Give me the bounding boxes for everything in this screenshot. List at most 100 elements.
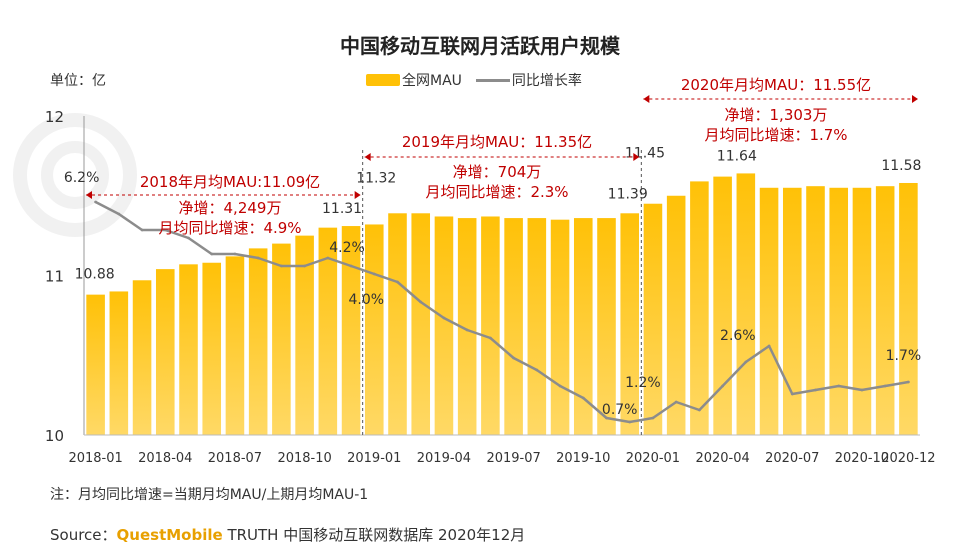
mau-bar [179, 264, 198, 435]
growth-data-label: 1.7% [886, 348, 922, 364]
growth-point [117, 212, 121, 216]
annotation-year-mau: 2018年月均MAU:11.09亿 [140, 173, 320, 191]
growth-point [558, 384, 562, 388]
growth-line [95, 200, 909, 424]
mau-bar [620, 213, 640, 435]
growth-data-label: 6.2% [64, 170, 100, 186]
mau-bar [295, 235, 314, 435]
x-tick-label: 2020-10 [835, 451, 889, 466]
growth-point [837, 384, 841, 388]
x-tick-label: 2018-04 [138, 451, 192, 466]
mau-bar [457, 218, 477, 435]
mau-bar [852, 187, 872, 435]
annotation-arrow-right [354, 191, 361, 199]
growth-point [535, 368, 539, 372]
unit-label: 单位：亿 [50, 73, 106, 89]
annotation-arrow-right [912, 95, 918, 103]
watermark-logo [13, 113, 137, 237]
growth-point [605, 416, 608, 420]
x-tick-label: 2020-12 [881, 451, 935, 466]
chart-title: 中国移动互联网月活跃用户规模 [340, 34, 620, 58]
mau-bar [736, 173, 756, 436]
growth-point [860, 388, 864, 392]
mau-data-label: 11.32 [356, 170, 396, 186]
mau-bar [782, 187, 802, 435]
growth-point [512, 356, 516, 360]
legend-label-growth: 同比增长率 [511, 73, 582, 89]
source-brand: QuestMobile [116, 526, 223, 544]
annotation-growth-rate: 月均同比增速：4.9% [158, 219, 301, 237]
y-tick-label: 12 [45, 108, 64, 126]
mau-bar [86, 294, 105, 435]
mau-bar [411, 213, 431, 435]
mau-bar [132, 280, 152, 435]
x-tick-label: 2018-10 [277, 451, 331, 466]
x-tick-label: 2018-07 [208, 451, 262, 466]
mau-bar [272, 243, 291, 435]
growth-data-label: 4.0% [348, 292, 384, 308]
growth-point [140, 228, 144, 232]
x-tick-label: 2020-01 [626, 451, 680, 466]
mau-bar [434, 216, 454, 435]
mau-bar [713, 176, 732, 436]
mau-bar [248, 248, 268, 435]
growth-point [767, 344, 771, 348]
mau-bar [666, 195, 686, 435]
mau-bar [899, 182, 918, 435]
growth-point [372, 272, 376, 276]
legend-bar-swatch [366, 74, 400, 86]
growth-point [94, 200, 98, 204]
growth-point [279, 264, 283, 268]
mau-bar [550, 219, 570, 435]
annotation-arrow-left [643, 95, 650, 103]
mau-bar [829, 187, 849, 435]
growth-point [303, 264, 307, 268]
mau-bar [481, 216, 500, 435]
growth-point [697, 408, 701, 412]
mau-bar [202, 262, 222, 435]
x-tick-label: 2019-01 [347, 451, 401, 466]
x-tick-label: 2019-10 [556, 451, 610, 466]
growth-point [442, 316, 446, 320]
mau-bar [573, 218, 593, 435]
growth-data-label: 0.7% [602, 402, 638, 418]
growth-point [744, 360, 748, 364]
mau-bar [341, 226, 361, 435]
legend-item-mau: 全网MAU [366, 70, 462, 90]
annotation-year-mau: 2019年月均MAU：11.35亿 [402, 133, 592, 151]
growth-point [163, 228, 167, 232]
x-tick-label: 2020-04 [695, 451, 749, 466]
mau-data-label: 11.39 [608, 186, 648, 202]
mau-bar [364, 224, 384, 435]
growth-point [210, 252, 214, 256]
mau-bar [527, 218, 547, 435]
annotation-growth-rate: 月均同比增速：1.7% [704, 126, 847, 144]
mau-data-label: 11.58 [881, 158, 921, 174]
legend-line-swatch [475, 78, 510, 82]
y-tick-label: 10 [45, 427, 64, 445]
legend-item-growth: 同比增长率 [475, 70, 582, 90]
mau-bar [388, 213, 407, 435]
y-tick-label: 11 [45, 268, 64, 286]
annotation-arrow-left [364, 153, 371, 161]
growth-point [465, 328, 469, 332]
x-tick-label: 2019-07 [486, 451, 540, 466]
mau-bar [597, 218, 616, 435]
mau-bar [690, 181, 709, 435]
mau-bar [759, 187, 779, 435]
growth-point [721, 384, 725, 388]
growth-point [419, 300, 423, 304]
growth-point [256, 256, 260, 260]
source-prefix: Source： [50, 526, 117, 544]
source-text: TRUTH 中国移动互联网数据库 2020年12月 [222, 526, 526, 544]
footnote: 注：月均同比增速=当期月均MAU/上期月均MAU-1 [50, 487, 369, 503]
growth-point [187, 236, 190, 240]
mau-data-label: 11.64 [717, 148, 757, 164]
mau-bar [504, 218, 523, 435]
growth-point [674, 400, 678, 404]
growth-point [326, 256, 330, 260]
mau-data-label: 11.45 [625, 146, 665, 162]
growth-point [628, 420, 632, 424]
growth-point [906, 380, 910, 384]
annotation-year-mau: 2020年月均MAU：11.55亿 [681, 76, 871, 94]
